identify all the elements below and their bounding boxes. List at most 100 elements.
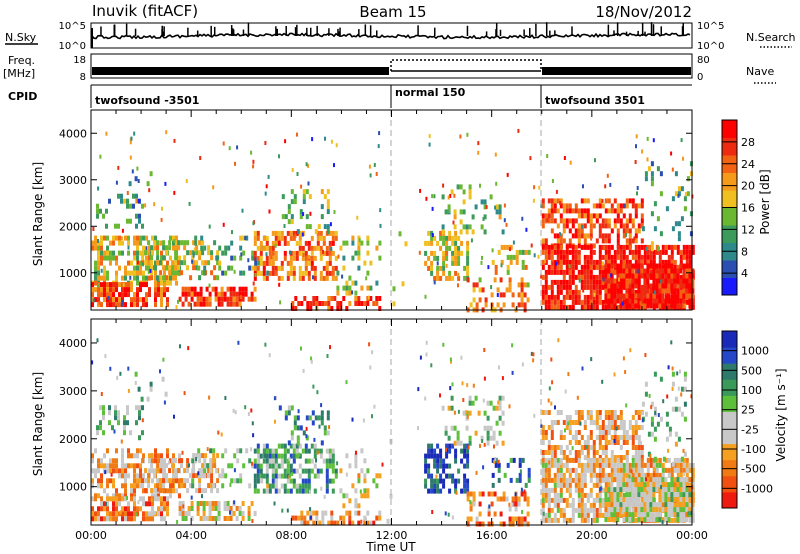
range-cell xyxy=(139,496,142,502)
range-cell xyxy=(187,301,191,307)
range-cell xyxy=(91,468,94,474)
range-cell xyxy=(160,280,163,286)
range-cell xyxy=(115,448,118,454)
range-cell xyxy=(637,288,641,294)
range-cell xyxy=(302,368,305,373)
range-cell xyxy=(366,240,370,246)
range-cell xyxy=(453,425,457,431)
range-cell xyxy=(547,198,551,204)
range-cell xyxy=(444,511,447,516)
range-cell xyxy=(565,457,569,463)
range-cell xyxy=(291,472,294,476)
range-cell xyxy=(571,477,575,483)
range-cell xyxy=(665,206,669,212)
range-cell xyxy=(634,517,638,523)
range-cell xyxy=(129,140,132,145)
range-cell xyxy=(542,511,545,516)
range-cell xyxy=(190,286,194,292)
range-cell xyxy=(659,191,663,197)
range-cell xyxy=(523,496,527,502)
range-cell xyxy=(218,245,222,251)
range-cell xyxy=(518,462,522,468)
range-cell xyxy=(538,185,541,190)
range-cell xyxy=(482,398,485,403)
range-cell xyxy=(631,298,635,304)
range-cell xyxy=(342,255,346,261)
range-cell xyxy=(178,255,181,261)
range-cell xyxy=(313,473,317,479)
range-cell xyxy=(424,260,428,266)
range-cell xyxy=(658,303,662,309)
range-cell xyxy=(583,482,587,488)
range-cell xyxy=(178,506,182,511)
range-cell xyxy=(305,214,309,220)
range-cell xyxy=(640,467,644,473)
range-cell xyxy=(447,405,451,411)
range-cell xyxy=(688,273,692,279)
range-cell xyxy=(601,238,605,244)
range-cell xyxy=(686,191,690,197)
range-cell xyxy=(641,401,645,407)
range-cell xyxy=(604,233,608,239)
range-cell xyxy=(622,430,626,435)
range-cell xyxy=(117,165,120,170)
range-cell xyxy=(646,457,650,463)
range-cell xyxy=(691,512,695,518)
range-cell xyxy=(670,254,674,260)
range-cell xyxy=(637,517,641,523)
range-cell xyxy=(217,296,221,302)
range-cell xyxy=(658,477,662,483)
range-cell xyxy=(640,482,644,488)
range-cell xyxy=(290,189,294,195)
range-cell xyxy=(112,483,115,489)
range-cell xyxy=(150,453,154,459)
colorbar-tick-label: 12 xyxy=(741,223,755,236)
range-cell xyxy=(574,228,578,234)
range-cell xyxy=(252,221,255,226)
range-cell xyxy=(670,151,673,156)
range-cell xyxy=(100,516,103,522)
range-cell xyxy=(277,235,281,241)
range-cell xyxy=(323,224,327,230)
range-cell xyxy=(631,293,635,299)
range-cell xyxy=(195,453,199,459)
range-cell xyxy=(586,440,590,445)
range-cell xyxy=(562,228,566,234)
range-cell xyxy=(628,497,632,503)
date-title: 18/Nov/2012 xyxy=(595,3,692,21)
range-cell xyxy=(616,283,620,289)
range-cell xyxy=(241,511,245,516)
range-cell xyxy=(222,222,225,227)
range-cell xyxy=(613,439,616,443)
range-cell xyxy=(425,196,428,201)
range-cell xyxy=(673,512,677,518)
range-cell xyxy=(674,221,678,227)
range-cell xyxy=(229,482,232,487)
range-cell xyxy=(121,297,124,303)
range-cell xyxy=(562,254,566,260)
range-cell xyxy=(292,270,296,276)
range-cell xyxy=(665,411,669,417)
range-cell xyxy=(180,270,184,276)
range-cell xyxy=(637,263,641,269)
range-cell xyxy=(166,280,169,286)
range-cell xyxy=(372,478,376,484)
range-cell xyxy=(562,517,566,523)
range-cell xyxy=(331,463,335,469)
range-cell xyxy=(670,273,674,279)
range-cell xyxy=(685,482,689,488)
range-cell xyxy=(148,287,151,293)
range-cell xyxy=(154,468,157,474)
range-cell xyxy=(595,203,599,209)
range-cell xyxy=(142,516,145,522)
range-cell xyxy=(625,218,629,224)
range-cell xyxy=(109,516,112,522)
range-cell xyxy=(577,450,581,455)
range-cell xyxy=(544,274,548,280)
range-cell xyxy=(619,455,623,460)
range-cell xyxy=(457,409,460,414)
range-cell xyxy=(333,296,337,301)
range-cell xyxy=(598,455,602,460)
range-cell xyxy=(91,240,94,246)
range-cell xyxy=(577,274,581,280)
